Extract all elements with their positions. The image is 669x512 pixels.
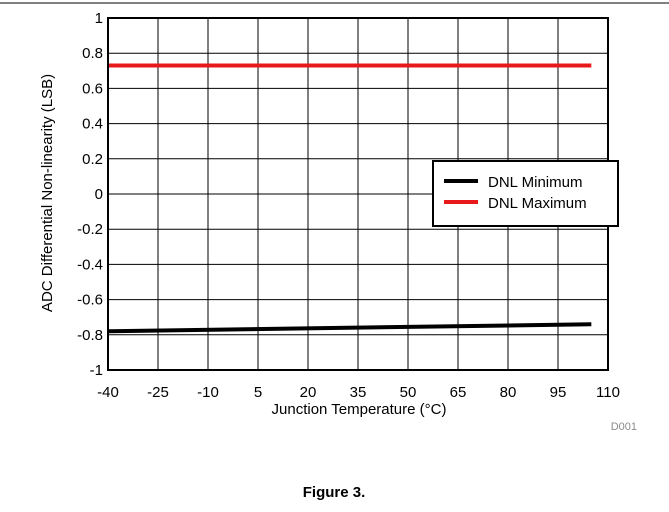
y-tick-label: 0.6 [82,80,103,97]
series-line-dnl-minimum [107,322,592,334]
series-lines [107,63,592,334]
y-tick-label: 1 [95,10,103,27]
x-tick-label: 110 [596,384,620,401]
y-tick-label: -1 [90,362,103,379]
legend: DNL Minimum DNL Maximum [432,160,619,227]
figure-code: D001 [611,421,637,433]
x-tick-label: 50 [400,384,417,401]
y-tick-label: 0.2 [82,151,103,168]
figure-caption: Figure 3. [303,484,366,501]
x-axis-label: Junction Temperature (°C) [272,401,447,418]
x-tick-label: 5 [254,384,262,401]
x-tick-label: -25 [147,384,169,401]
legend-label-dnl-maximum: DNL Maximum [488,195,587,212]
x-tick-label: 20 [300,384,317,401]
x-tick-label: 65 [450,384,467,401]
legend-label-dnl-minimum: DNL Minimum [488,174,582,191]
x-tick-label: -40 [97,384,119,401]
x-tick-label: 95 [550,384,567,401]
y-tick-label: -0.4 [77,256,103,273]
x-tick-label: 80 [500,384,517,401]
y-tick-label: -0.2 [77,221,103,238]
legend-box [432,160,619,227]
y-tick-label: -0.6 [77,292,103,309]
x-tick-labels: -40 -25 -10 5 20 35 50 65 80 95 110 [97,384,620,401]
y-axis-label: ADC Differential Non-linearity (LSB) [39,74,56,312]
y-tick-labels: -1 -0.8 -0.6 -0.4 -0.2 0 0.2 0.4 0.6 0.8 1 [77,10,103,379]
y-tick-label: 0 [95,186,103,203]
x-tick-label: 35 [350,384,367,401]
y-tick-label: 0.4 [82,116,103,133]
y-tick-label: 0.8 [82,45,103,62]
y-tick-label: -0.8 [77,327,103,344]
x-tick-label: -10 [197,384,219,401]
